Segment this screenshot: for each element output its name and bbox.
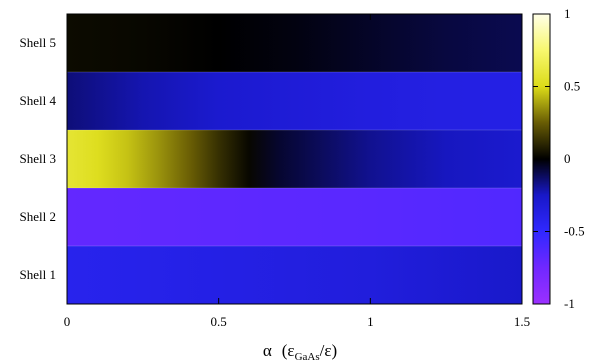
row-label: Shell 5 [20,35,56,50]
colorbar-tick-label: 1 [564,6,571,21]
heatmap-row-shell-1 [67,246,522,305]
colorbar-tick-label: -1 [564,296,575,311]
x-axis-ticks: 0 0.5 1 1.5 [64,14,530,329]
heatmap-row-shell-2 [67,188,522,247]
row-label: Shell 2 [20,209,56,224]
x-tick-label: 0.5 [211,314,227,329]
row-label: Shell 1 [20,267,56,282]
x-tick-label: 1.5 [514,314,530,329]
row-labels: Shell 5 Shell 4 Shell 3 Shell 2 Shell 1 [20,35,57,282]
x-axis-title: α (εGaAs/ε) [263,341,337,362]
colorbar-tick-label: 0 [564,151,571,166]
plot-frame [66,13,523,305]
heatmap-rows [67,14,522,305]
x-tick-label: 0 [64,314,71,329]
row-label: Shell 3 [20,151,56,166]
row-label: Shell 4 [20,93,57,108]
colorbar-tick-label: 0.5 [564,79,580,94]
heatmap-row-shell-3 [67,130,522,189]
heatmap-row-shell-5 [67,14,522,73]
colorbar-ticks: 1 0.5 0 -0.5 -1 [533,6,585,311]
heatmap-row-shell-4 [67,72,522,131]
x-tick-label: 1 [367,314,374,329]
colorbar-tick-label: -0.5 [564,224,585,239]
